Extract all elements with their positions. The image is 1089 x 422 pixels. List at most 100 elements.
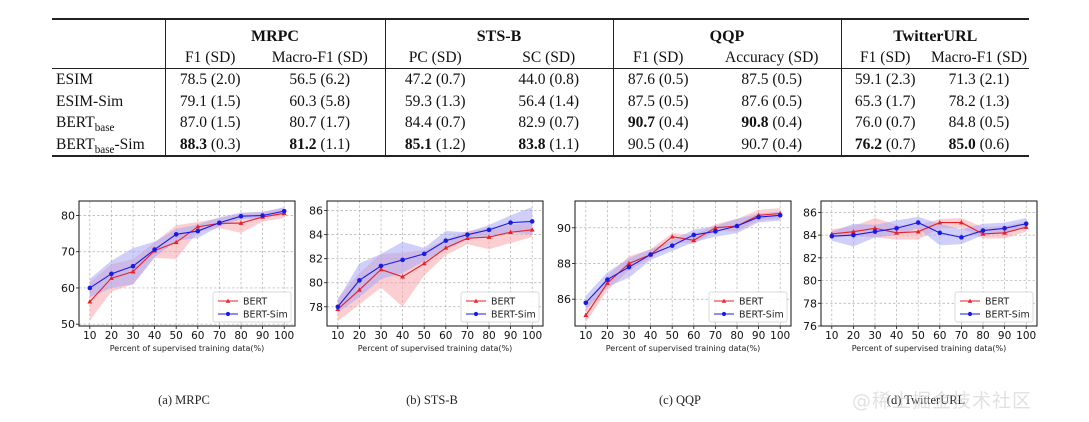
table-cell: 44.0 (0.8) [485,69,613,91]
cell-value: 90.8 [741,114,769,132]
cell-value: 56.4 [518,92,546,110]
data-point-bert-sim [851,232,856,238]
legend-label: BERT [491,297,515,308]
chart-svg: 78 80 82 84 86 10 20 30 40 50 60 70 80 90 100 Percent o… [309,200,544,353]
cell-sd: (0.7) [435,71,466,89]
model-subscript: base [94,122,115,135]
data-point-bert [872,225,878,231]
cell-value: 44.0 [518,71,546,89]
data-point-bert-sim [756,214,761,220]
confidence-band-bert-sim [89,207,285,298]
series-line-bert-sim [585,214,781,304]
caption-a: (a) MRPC [158,393,210,407]
legend-marker-bert [721,298,727,303]
table-corner [52,18,165,46]
x-tick-label: 10 [579,330,592,342]
x-axis-label: Percent of supervised training data(%) [110,344,265,353]
cell-sd: (2.1) [979,71,1010,89]
x-tick-label: 20 [353,330,366,342]
legend-marker-bert-sim [721,311,727,317]
x-tick-label: 40 [148,330,161,342]
table-cell: 85.1 (1.2) [384,133,485,157]
data-point-bert-sim [465,232,470,237]
legend: BERT BERT-Sim [212,291,292,323]
cell-sd: (0.6) [979,135,1010,153]
cell-sd: (0.7) [549,114,580,132]
data-point-bert-sim [130,263,136,269]
y-tick-label: 80 [803,275,817,288]
table-cell: 90.5 (0.4) [612,133,703,157]
data-point-bert-sim [648,252,653,257]
group-header-mrpc: MRPC [164,18,385,46]
table-cell: 78.2 (1.3) [929,91,1029,113]
cell-sd: (0.4) [772,135,803,153]
data-point-bert-sim [281,208,287,214]
cell-value: 90.7 [741,135,769,153]
cell-value: 78.2 [948,92,976,110]
cell-sd: (0.8) [549,71,580,89]
chart-stsb: 78 80 82 84 86 10 20 30 40 50 60 70 80 90 100 Percent o… [296,190,546,353]
legend: BERT BERT-Sim [954,291,1034,323]
table-cell: 56.5 (6.2) [255,69,385,91]
cell-value: 47.2 [404,71,433,89]
y-tick-label: 86 [803,206,817,219]
x-tick-label: 70 [213,330,226,342]
data-point-bert [583,312,589,318]
table-cell: 65.3 (1.7) [840,90,929,112]
x-tick-label: 50 [418,330,431,342]
chart-svg: 86 88 90 10 20 30 40 50 60 70 80 90 100 Percent of su… [557,200,792,353]
cell-sd: (1.7) [885,92,916,110]
legend-label: BERT [243,297,267,308]
data-point-bert [421,260,427,266]
chart-twitterurl: 76 78 80 82 84 86 10 20 30 40 50 60 70 80 90 100 Percent… [790,190,1040,353]
results-table: MRPC STS-B QQP TwitterURL F1 (SD) Macro-… [52,18,1029,157]
cell-value: 76.2 [854,135,883,153]
data-point-bert [508,229,513,235]
metric-header: PC (SD) [384,46,485,69]
x-tick-label: 60 [687,330,700,342]
data-point-bert-sim [915,220,921,225]
cell-sd: (1.4) [549,92,580,110]
table-cell: 60.3 (5.8) [255,91,385,113]
data-point-bert-sim [486,227,492,233]
cell-sd: (0.5) [658,92,689,110]
chart-mrpc: 50 60 70 80 10 20 30 40 50 60 70 80 90 100 Percent of … [48,190,298,353]
table-cell: 80.7 (1.7) [255,112,385,134]
results-table-wrap: MRPC STS-B QQP TwitterURL F1 (SD) Macro-… [52,18,1029,157]
data-point-bert-sim [400,257,405,263]
x-tick-label: 70 [461,330,474,342]
table-cell: 47.2 (0.7) [384,68,485,91]
model-name: ESIM-Sim [56,92,124,110]
data-point-bert [357,287,362,292]
data-point-bert-sim [335,304,341,310]
table-cell: 90.8 (0.4) [703,112,841,134]
x-tick-label: 40 [644,330,657,342]
data-point-bert-sim [529,219,535,224]
metric-header: Accuracy (SD) [703,46,841,69]
legend-marker-bert-sim [225,311,231,317]
x-tick-label: 90 [256,330,269,342]
group-header-twitterurl: TwitterURL [840,18,1029,46]
y-tick-label: 82 [309,253,323,266]
data-point-bert [486,234,492,239]
table-row: ESIM 78.5 (2.0) 56.5 (6.2) 47.2 (0.7) 44.0 (… [52,68,1029,91]
legend-marker-bert [225,298,231,303]
cell-value: 76.0 [854,114,883,132]
cell-sd: (0.5) [979,114,1010,132]
table-corner-sub [52,46,165,69]
data-point-bert-sim [87,285,93,291]
table-row: BERTbase 87.0 (1.5) 80.7 (1.7) 84.4 (0.7) 82… [52,112,1029,134]
table-cell: 59.3 (1.3) [384,90,485,112]
data-point-bert-sim [357,278,362,283]
cell-value: 84.8 [948,114,976,132]
cell-value: 65.3 [854,92,883,110]
table-cell: 59.1 (2.3) [840,68,929,91]
data-point-bert-sim [691,232,697,238]
y-tick-label: 86 [557,293,571,306]
cell-sd: (0.7) [435,114,466,132]
series-line-bert-sim [337,220,533,308]
cell-sd: (0.5) [658,71,689,89]
chart-svg: 50 60 70 80 10 20 30 40 50 60 70 80 90 100 Percent of … [61,200,296,353]
data-point-bert-sim [1002,225,1007,231]
data-point-bert-sim [937,230,943,236]
